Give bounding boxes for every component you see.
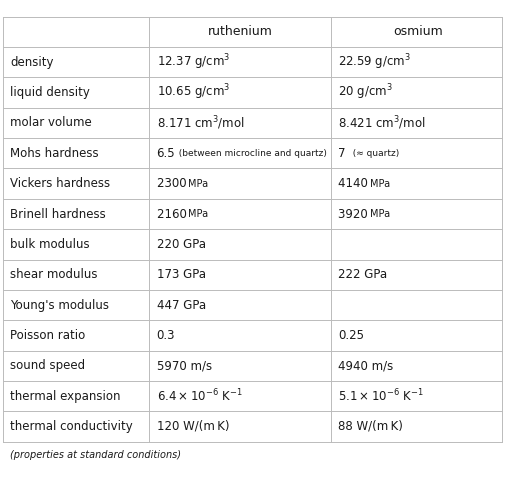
Text: MPa: MPa [370, 179, 390, 189]
Text: 2300: 2300 [157, 177, 190, 190]
Text: 12.37 g/cm$^3$: 12.37 g/cm$^3$ [157, 53, 230, 72]
Text: 2160: 2160 [157, 207, 190, 220]
Text: $5.1\times10^{-6}$ K$^{-1}$: $5.1\times10^{-6}$ K$^{-1}$ [338, 388, 424, 404]
Text: 222 GPa: 222 GPa [338, 268, 387, 281]
Text: Poisson ratio: Poisson ratio [10, 329, 85, 342]
Text: bulk modulus: bulk modulus [10, 238, 90, 251]
Text: shear modulus: shear modulus [10, 268, 97, 281]
Text: MPa: MPa [188, 179, 208, 189]
Text: 4940 m/s: 4940 m/s [338, 359, 393, 372]
Text: Vickers hardness: Vickers hardness [10, 177, 110, 190]
Text: 447 GPa: 447 GPa [157, 299, 206, 312]
Text: Mohs hardness: Mohs hardness [10, 147, 98, 160]
Text: ruthenium: ruthenium [208, 25, 272, 38]
Text: density: density [10, 56, 54, 69]
Text: 7: 7 [338, 147, 346, 160]
Text: molar volume: molar volume [10, 117, 92, 130]
Text: MPa: MPa [188, 209, 208, 219]
Text: $6.4\times10^{-6}$ K$^{-1}$: $6.4\times10^{-6}$ K$^{-1}$ [157, 388, 242, 404]
Text: liquid density: liquid density [10, 86, 90, 99]
Text: 4140: 4140 [338, 177, 372, 190]
Text: 120 W/(m K): 120 W/(m K) [157, 420, 229, 433]
Text: (≈ quartz): (≈ quartz) [347, 149, 399, 158]
Text: 8.421 cm$^3$/mol: 8.421 cm$^3$/mol [338, 114, 426, 132]
Text: 6.5: 6.5 [157, 147, 175, 160]
Text: 20 g/cm$^3$: 20 g/cm$^3$ [338, 83, 393, 102]
Text: 0.25: 0.25 [338, 329, 364, 342]
Text: osmium: osmium [393, 25, 442, 38]
Text: MPa: MPa [370, 209, 390, 219]
Text: 0.3: 0.3 [157, 329, 175, 342]
Text: 8.171 cm$^3$/mol: 8.171 cm$^3$/mol [157, 114, 244, 132]
Text: thermal expansion: thermal expansion [10, 390, 121, 402]
Text: 220 GPa: 220 GPa [157, 238, 206, 251]
Text: Brinell hardness: Brinell hardness [10, 207, 106, 220]
Text: thermal conductivity: thermal conductivity [10, 420, 133, 433]
Text: 10.65 g/cm$^3$: 10.65 g/cm$^3$ [157, 83, 230, 102]
Text: Young's modulus: Young's modulus [10, 299, 109, 312]
Text: sound speed: sound speed [10, 359, 85, 372]
Text: 88 W/(m K): 88 W/(m K) [338, 420, 403, 433]
Text: 22.59 g/cm$^3$: 22.59 g/cm$^3$ [338, 53, 411, 72]
Text: 3920: 3920 [338, 207, 372, 220]
Text: 173 GPa: 173 GPa [157, 268, 206, 281]
Text: 5970 m/s: 5970 m/s [157, 359, 212, 372]
Text: (properties at standard conditions): (properties at standard conditions) [10, 450, 181, 460]
Text: (between microcline and quartz): (between microcline and quartz) [173, 149, 327, 158]
